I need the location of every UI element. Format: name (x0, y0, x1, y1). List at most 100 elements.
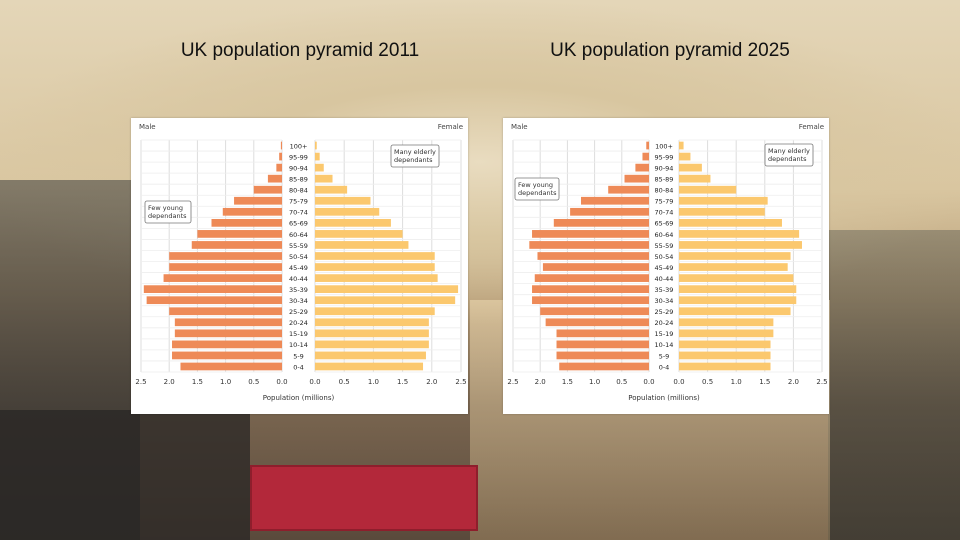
tick-label: 1.0 (589, 378, 600, 386)
age-label: 30-34 (289, 297, 308, 305)
bar-male-5-9 (172, 351, 282, 360)
tick-label: 2.5 (507, 378, 518, 386)
annotation-box (144, 200, 192, 224)
tick-label: 0.0 (309, 378, 320, 386)
tick-label: 1.0 (220, 378, 231, 386)
legend-male: Male (139, 123, 156, 131)
age-label: 35-39 (289, 286, 308, 294)
annotation-text: Many elderly dependants (768, 147, 810, 163)
bar-male-50-54 (169, 252, 282, 260)
age-label: 85-89 (655, 176, 674, 184)
bar-male-35-39 (532, 285, 649, 294)
age-label: 90-94 (655, 164, 674, 172)
bar-female-20-24 (315, 318, 429, 327)
age-label: 85-89 (289, 176, 308, 184)
age-label: 45-49 (289, 264, 308, 272)
bar-male-0-4 (559, 362, 649, 371)
age-label: 75-79 (655, 198, 674, 206)
x-axis-label: Population (millions) (628, 394, 700, 402)
annotation-text: Many elderly dependants (394, 148, 436, 164)
bar-male-60-64 (197, 230, 282, 238)
age-label: 80-84 (289, 187, 308, 195)
bar-female-80-84 (679, 185, 737, 194)
bar-female-35-39 (315, 285, 459, 294)
bar-male-15-19 (556, 329, 649, 338)
age-label: 0-4 (659, 363, 670, 371)
background-city-right (828, 230, 960, 540)
age-label: 60-64 (289, 231, 308, 239)
bar-male-25-29 (540, 307, 649, 316)
age-label: 10-14 (655, 341, 674, 349)
tick-label: 2.0 (426, 378, 437, 386)
bar-male-35-39 (143, 285, 282, 294)
age-label: 15-19 (289, 330, 308, 338)
bar-female-55-59 (679, 241, 802, 249)
pyramid-2011-panel: 0-4 5-9 10-14 15-19 20-24 25-29 30-34 35-39 40-4… (131, 118, 468, 414)
bar-female-50-54 (315, 252, 435, 260)
age-label: 75-79 (289, 198, 308, 206)
bar-female-90-94 (315, 163, 324, 172)
bar-male-40-44 (163, 274, 282, 282)
bar-female-75-79 (315, 196, 371, 205)
bar-male-85-89 (624, 174, 649, 183)
age-label: 95-99 (655, 153, 674, 161)
bar-female-65-69 (679, 218, 782, 227)
age-label: 50-54 (655, 253, 674, 261)
bar-male-65-69 (553, 218, 649, 227)
slide-title-2025: UK population pyramid 2025 (550, 40, 790, 61)
bar-female-0-4 (679, 362, 771, 371)
age-label: 10-14 (289, 341, 308, 349)
bar-female-85-89 (315, 174, 333, 183)
bar-male-0-4 (180, 362, 282, 371)
slide-title-2011: UK population pyramid 2011 (180, 40, 420, 61)
bar-male-45-49 (169, 263, 282, 271)
bar-female-100+ (315, 141, 317, 150)
age-label: 95-99 (289, 153, 308, 161)
bar-female-70-74 (315, 207, 380, 216)
bar-female-50-54 (679, 252, 791, 260)
age-label: 65-69 (289, 220, 308, 228)
annotation-text: Few young dependants (518, 181, 557, 197)
tick-label: 0.5 (702, 378, 713, 386)
tick-label: 2.5 (135, 378, 146, 386)
bar-female-60-64 (315, 230, 403, 238)
age-label: 70-74 (655, 209, 674, 217)
annotation-box (514, 177, 560, 201)
bar-male-100+ (280, 141, 282, 150)
tick-label: 1.0 (731, 378, 742, 386)
age-label: 65-69 (655, 220, 674, 228)
bar-female-15-19 (315, 329, 429, 338)
bar-male-10-14 (556, 340, 649, 349)
age-label: 15-19 (655, 330, 674, 338)
bar-male-30-34 (532, 296, 649, 305)
age-label: 70-74 (289, 209, 308, 217)
age-label: 55-59 (289, 242, 308, 250)
tick-label: 0.0 (276, 378, 287, 386)
bar-female-25-29 (315, 307, 435, 316)
annotation-box (764, 143, 814, 167)
bar-female-30-34 (315, 296, 456, 305)
tick-label: 0.0 (673, 378, 684, 386)
bar-male-85-89 (267, 174, 282, 183)
bar-male-75-79 (581, 196, 649, 205)
background-billboard (250, 465, 478, 531)
background-buildings (0, 410, 250, 540)
bar-female-30-34 (679, 296, 797, 305)
bar-female-75-79 (679, 196, 768, 205)
bar-female-35-39 (679, 285, 797, 294)
age-label: 50-54 (289, 253, 308, 261)
bar-male-80-84 (608, 185, 649, 194)
legend-male: Male (511, 123, 528, 131)
tick-label: 0.0 (643, 378, 654, 386)
bar-female-15-19 (679, 329, 774, 338)
bar-female-95-99 (315, 152, 320, 161)
tick-label: 1.5 (562, 378, 573, 386)
bar-female-95-99 (679, 152, 691, 161)
bar-female-5-9 (679, 351, 771, 360)
age-label: 25-29 (655, 308, 674, 316)
bar-female-85-89 (679, 174, 711, 183)
age-label: 45-49 (655, 264, 674, 272)
bar-male-90-94 (635, 163, 649, 172)
bar-male-15-19 (174, 329, 282, 338)
